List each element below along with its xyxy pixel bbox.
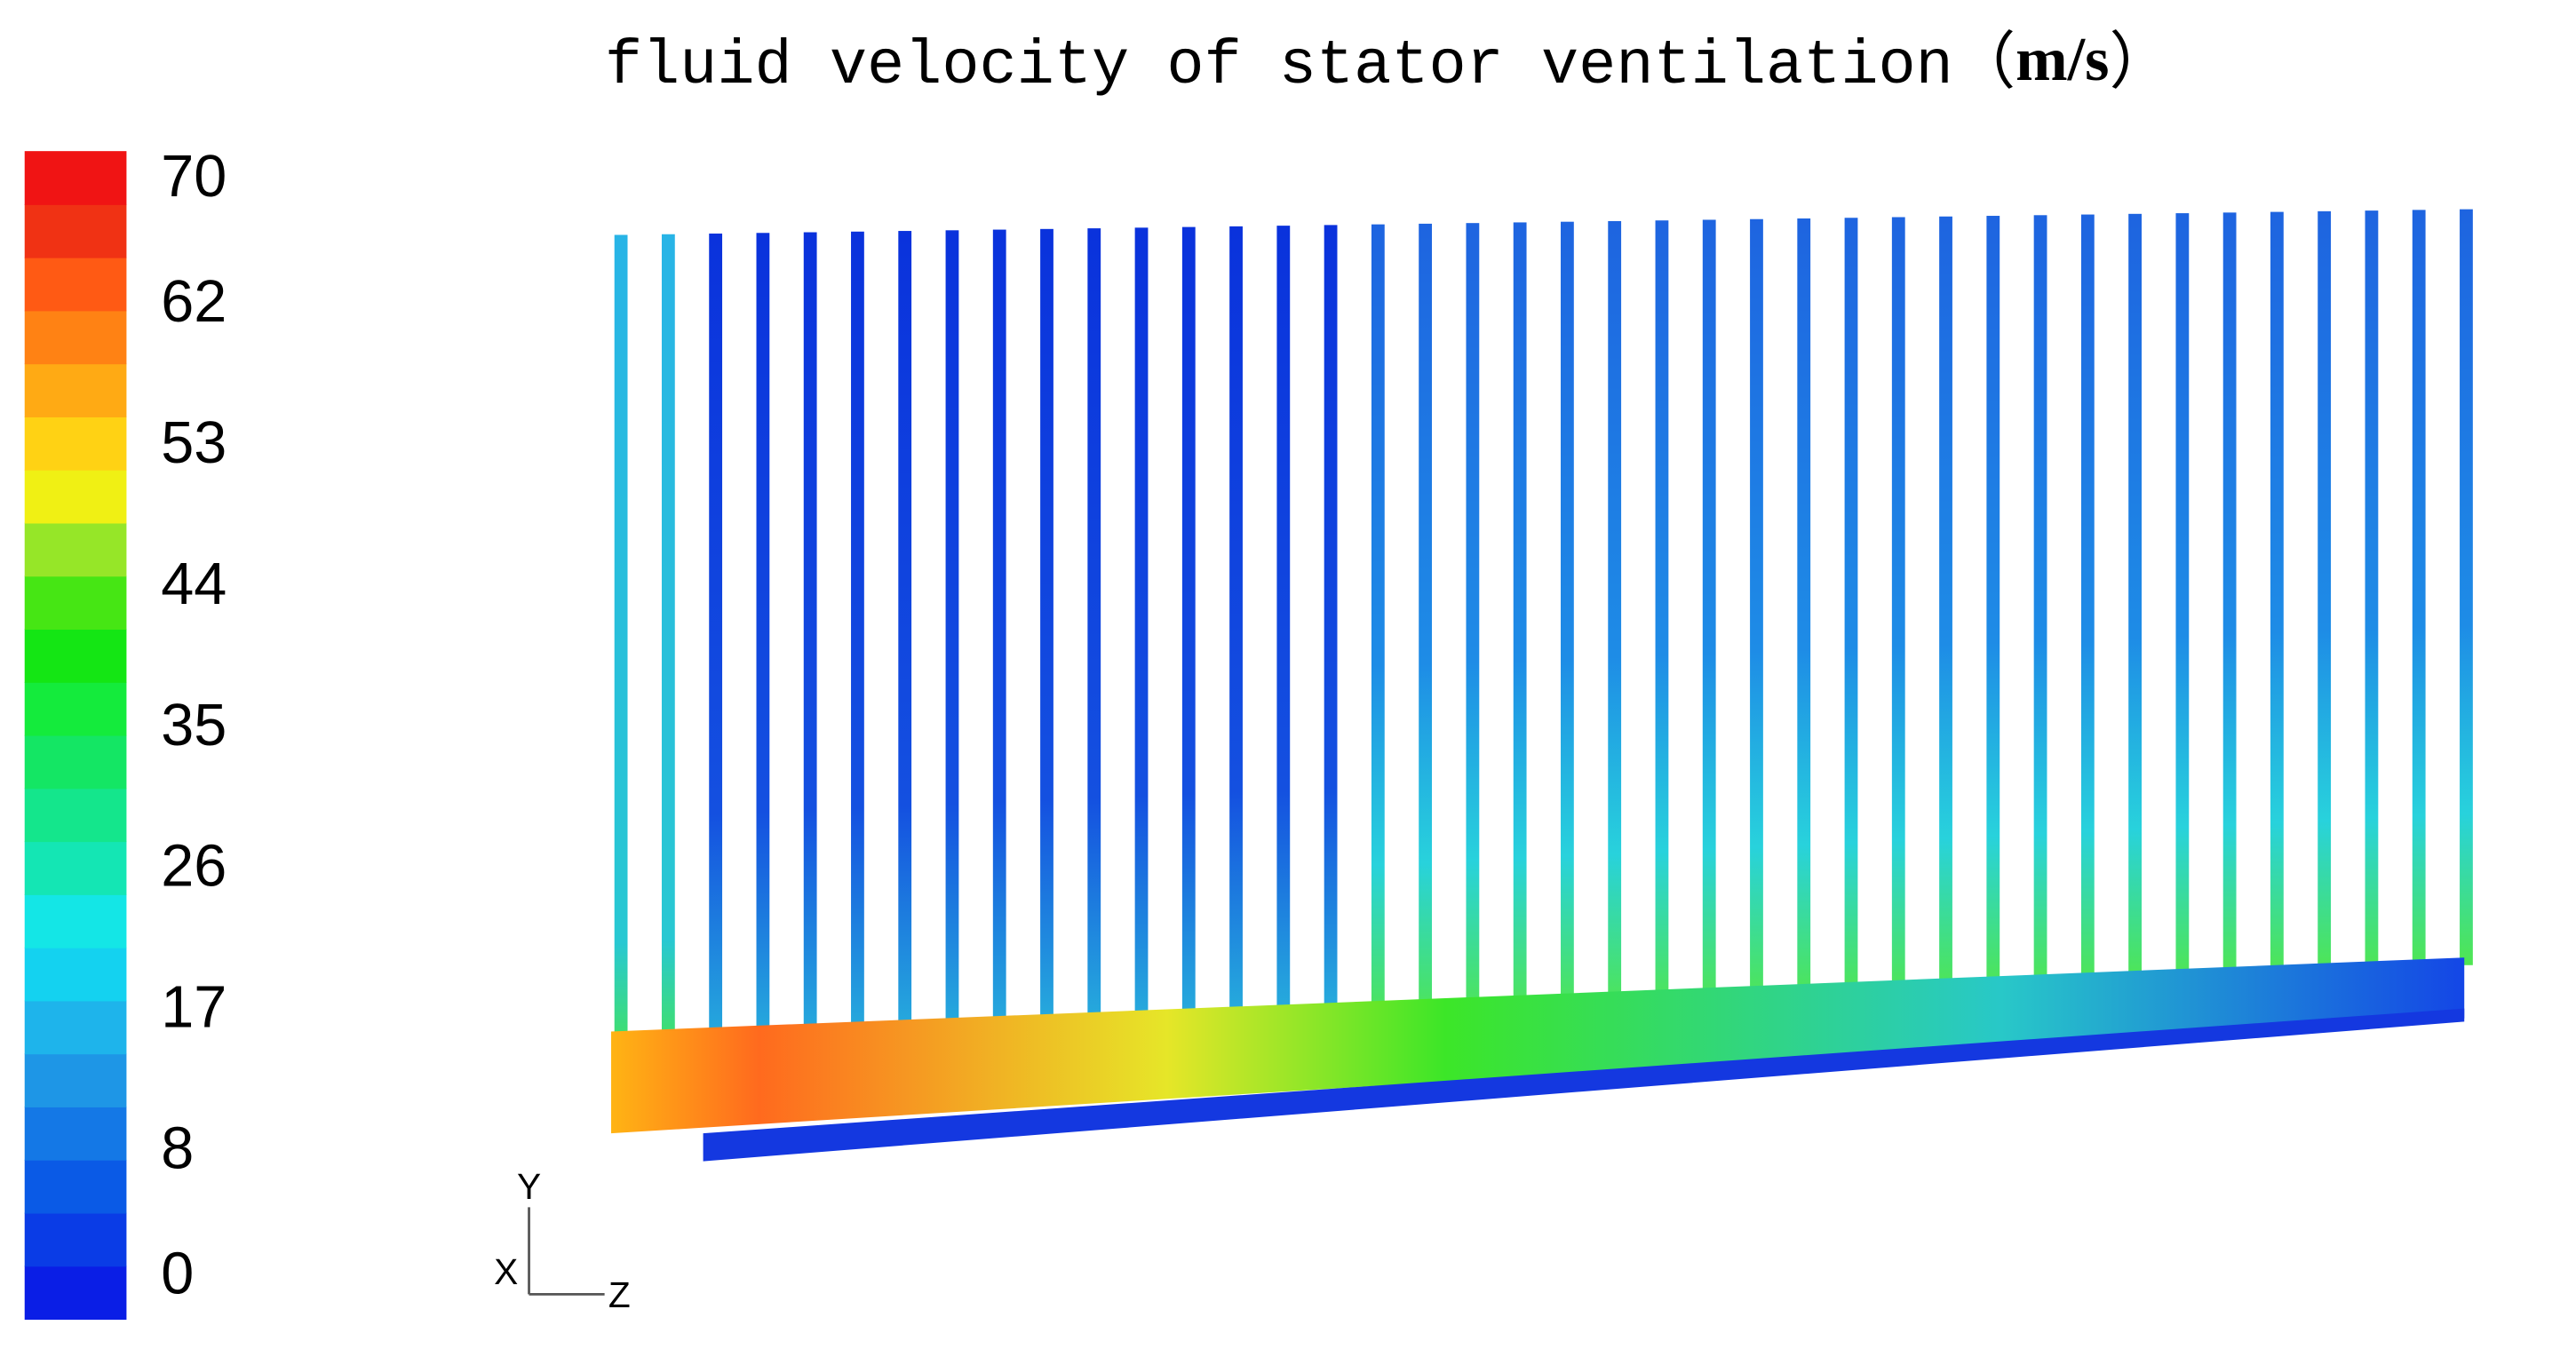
vent xyxy=(1844,218,1858,1000)
vent xyxy=(2033,215,2047,989)
colorbar-band xyxy=(24,629,127,683)
base-bottom-contour xyxy=(703,1008,2465,1162)
vent xyxy=(851,231,864,1055)
vent xyxy=(2270,211,2284,976)
colorbar-tick-label: 70 xyxy=(161,144,227,210)
axis-y-label: Y xyxy=(517,1166,541,1207)
colorbar-band xyxy=(24,1053,127,1107)
colorbar-band xyxy=(24,1159,127,1214)
vent xyxy=(992,229,1006,1047)
colorbar-band xyxy=(24,575,127,631)
vent xyxy=(1702,219,1716,1008)
base-contour xyxy=(611,957,2465,1134)
colorbar-band xyxy=(24,1266,127,1321)
vent xyxy=(1134,227,1149,1039)
colorbar-band xyxy=(24,417,127,471)
colorbar-band xyxy=(24,947,127,1002)
vent xyxy=(2222,212,2237,979)
axis-x-label: X xyxy=(494,1251,518,1292)
vent xyxy=(2080,214,2095,987)
vent xyxy=(1087,228,1101,1042)
vent xyxy=(1419,223,1433,1023)
colorbar-band xyxy=(24,257,127,312)
vent xyxy=(614,234,628,1068)
vent xyxy=(898,231,912,1052)
vent xyxy=(1040,228,1053,1044)
vent xyxy=(1181,226,1196,1036)
vent xyxy=(1608,220,1622,1013)
colorbar-tick-label: 35 xyxy=(161,693,227,758)
vent xyxy=(2412,210,2426,968)
colorbar-band xyxy=(24,310,127,365)
vent xyxy=(1466,223,1480,1020)
vent xyxy=(1513,222,1527,1018)
vent xyxy=(1276,226,1291,1031)
title-close: ） xyxy=(2110,29,2172,102)
vent xyxy=(1324,225,1338,1028)
title: fluid velocity of stator ventilation（m/s… xyxy=(605,25,2172,101)
axis-z-label: Z xyxy=(608,1274,631,1315)
colorbar-band xyxy=(24,681,127,736)
vent xyxy=(709,234,723,1063)
colorbar-tick-label: 53 xyxy=(161,410,227,476)
vent xyxy=(1229,226,1243,1034)
colorbar: 0 8 17 26 35 44 53 62 70 xyxy=(24,144,227,1321)
colorbar-band xyxy=(24,1212,127,1267)
title-unit: m/s xyxy=(2015,25,2109,94)
vent xyxy=(2365,210,2379,971)
vent xyxy=(1655,220,1669,1011)
vent xyxy=(2460,209,2473,965)
vent xyxy=(1939,216,1952,995)
vent xyxy=(803,232,817,1058)
vent xyxy=(945,230,959,1050)
colorbar-band xyxy=(24,469,127,524)
colorbar-band xyxy=(24,1107,127,1161)
vent xyxy=(1561,221,1574,1015)
colorbar-band xyxy=(24,151,127,205)
vent xyxy=(661,234,675,1066)
colorbar-band xyxy=(24,363,127,417)
colorbar-band xyxy=(24,893,127,948)
vent xyxy=(2175,213,2190,981)
axis-triad xyxy=(528,1207,605,1296)
colorbar-band xyxy=(24,522,127,577)
colorbar-tick-label: 44 xyxy=(161,552,227,617)
vent xyxy=(1750,218,1763,1005)
colorbar-band xyxy=(24,1000,127,1055)
colorbar-tick-label: 17 xyxy=(161,974,227,1040)
vent xyxy=(1797,218,1811,1003)
vent xyxy=(1986,216,2000,992)
colorbar-tick-label: 62 xyxy=(161,269,227,335)
colorbar-band xyxy=(24,734,127,790)
colorbar-band xyxy=(24,788,127,843)
vent-contours xyxy=(614,209,2473,1068)
colorbar-band xyxy=(24,203,127,258)
colorbar-tick-label: 8 xyxy=(161,1115,194,1181)
colorbar-band xyxy=(24,841,127,895)
title-text: fluid velocity of stator ventilation（ xyxy=(605,29,2015,102)
vent xyxy=(1891,217,1905,997)
colorbar-tick-label: 26 xyxy=(161,834,227,900)
vent xyxy=(756,233,770,1060)
vent xyxy=(2318,210,2332,973)
vent xyxy=(2128,213,2142,984)
colorbar-tick-label: 0 xyxy=(161,1242,194,1307)
vent xyxy=(1371,224,1385,1026)
